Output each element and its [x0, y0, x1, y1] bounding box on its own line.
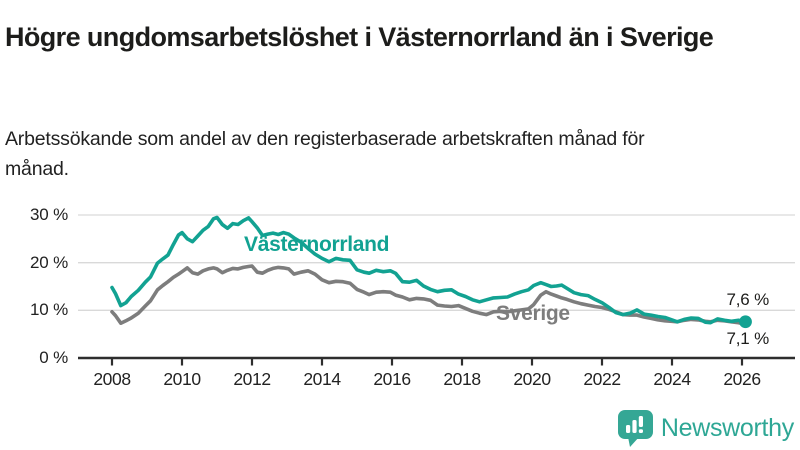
x-tick-label: 2008 [93, 369, 131, 389]
x-tick-label: 2024 [653, 369, 691, 389]
newsworthy-logo-text: Newsworthy [660, 413, 794, 442]
chart-subtitle: Arbetssökande som andel av den registerb… [5, 127, 645, 180]
x-tick-label: 2016 [373, 369, 411, 389]
y-tick-label: 20 % [30, 252, 68, 272]
end-value-label-sverige: 7,1 % [726, 329, 770, 348]
series-line-västernorrland [110, 215, 748, 325]
x-tick-label: 2012 [233, 369, 271, 389]
page-title: Högre ungdomsarbetslöshet i Västernorrla… [5, 22, 714, 53]
x-tick-label: 2022 [583, 369, 621, 389]
y-tick-label: 0 % [39, 348, 68, 367]
end-value-label-vasternorrland: 7,6 % [726, 290, 770, 309]
x-tick-label: 2010 [163, 369, 201, 389]
bar-chart-speech-bubble-icon [617, 410, 653, 447]
x-tick-label: 2018 [443, 369, 481, 389]
x-tick-label: 2020 [513, 369, 551, 389]
x-tick-label: 2026 [723, 369, 761, 389]
y-tick-label: 30 % [30, 204, 68, 224]
x-tick-label: 2014 [303, 369, 341, 389]
series-label-sverige: Sverige [496, 302, 570, 325]
series-label-vasternorrland: Västernorrland [244, 233, 390, 256]
series-end-dot [739, 315, 752, 329]
newsworthy-logo[interactable]: Newsworthy [617, 409, 794, 447]
y-tick-label: 10 % [30, 300, 68, 320]
series-line-sverige [110, 264, 748, 327]
